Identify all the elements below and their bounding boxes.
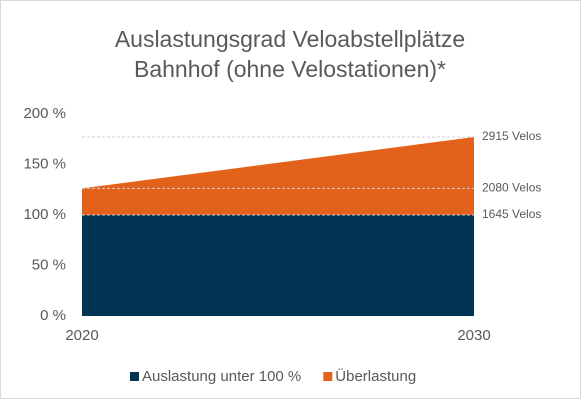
area bbox=[82, 215, 474, 316]
area bbox=[82, 137, 474, 215]
x-tick-label: 2030 bbox=[457, 327, 490, 344]
legend-label: Auslastung unter 100 % bbox=[142, 368, 301, 385]
y-tick-label: 0 % bbox=[40, 307, 66, 324]
legend-swatch bbox=[130, 372, 139, 381]
y-tick-label: 100 % bbox=[23, 206, 66, 223]
legend-label: Überlastung bbox=[335, 367, 416, 385]
legend-swatch bbox=[323, 372, 333, 381]
y-tick-label: 200 % bbox=[23, 105, 66, 122]
y-tick-label: 50 % bbox=[32, 256, 66, 273]
annotation: 2915 Velos bbox=[482, 129, 541, 143]
chart-title: Auslastungsgrad Veloabstellplätze Bahnho… bbox=[114, 26, 466, 82]
x-tick-label: 2020 bbox=[65, 327, 98, 344]
annotation: 2080 Velos bbox=[482, 181, 541, 195]
y-tick-label: 150 % bbox=[23, 155, 66, 172]
annotation: 1645 Velos bbox=[482, 207, 541, 221]
